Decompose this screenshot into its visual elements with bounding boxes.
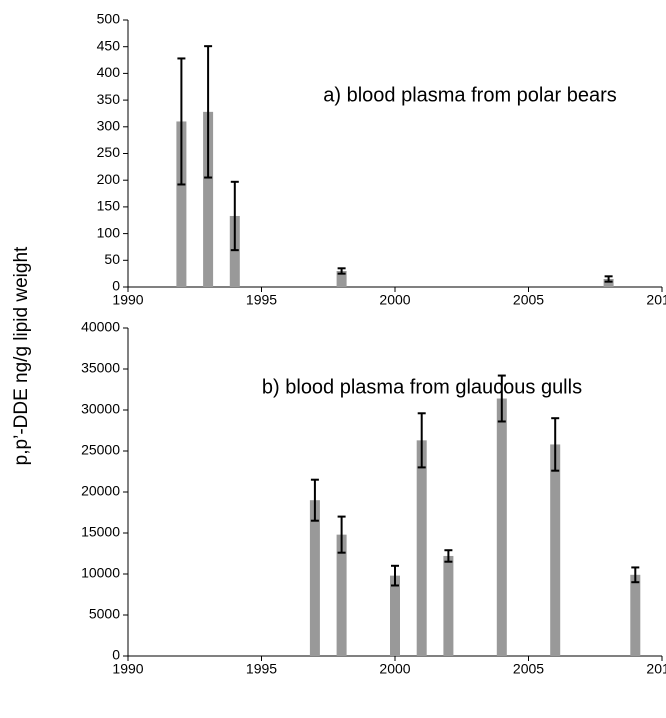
bar [443,555,454,656]
y-tick-label: 40000 [81,319,120,335]
bar [203,111,214,288]
error-bar [337,515,346,554]
bar [336,270,347,287]
y-tick-label: 500 [97,11,121,27]
x-tick-label: 2010 [646,292,666,308]
chart-title: b) blood plasma from glaucous gulls [262,376,582,398]
y-tick-label: 20000 [81,483,120,499]
x-tick-label: 1995 [246,292,277,308]
y-axis-label: p,p’-DDE ng/g lipid weight [11,246,32,465]
y-tick-label: 300 [97,118,121,134]
bar [496,398,507,656]
y-tick-label: 25000 [81,442,120,458]
bar [550,444,561,656]
x-tick-label: 2005 [513,292,544,308]
error-bar [551,417,560,472]
x-tick-label: 1995 [246,661,277,677]
error-bar [417,412,426,469]
error-bar [310,478,319,522]
x-tick-label: 2005 [513,661,544,677]
y-tick-label: 350 [97,91,121,107]
chart-title: a) blood plasma from polar bears [323,84,616,106]
x-tick-label: 1990 [112,292,143,308]
bar [336,534,347,656]
bar [630,574,641,656]
bar [603,278,614,287]
bar [229,215,240,287]
y-tick-label: 50 [104,251,120,267]
y-tick-label: 250 [97,144,121,160]
y-tick-label: 400 [97,64,121,80]
bar [390,575,400,656]
error-bar [391,564,399,587]
bar [176,121,187,288]
y-tick-label: 0 [112,647,120,663]
x-tick-label: 2000 [379,292,410,308]
error-bar [444,549,453,563]
y-tick-label: 450 [97,37,121,53]
y-tick-label: 150 [97,198,121,214]
y-tick-label: 15000 [81,524,120,540]
bar [309,500,320,656]
x-tick-label: 2010 [646,661,666,677]
error-bar [177,57,186,186]
y-tick-label: 200 [97,171,121,187]
y-tick-label: 10000 [81,565,120,581]
error-bar [337,267,346,275]
error-bar [604,275,613,283]
y-tick-label: 0 [112,278,120,294]
x-tick-label: 2000 [379,661,410,677]
y-tick-label: 30000 [81,401,120,417]
error-bar [497,374,506,423]
x-tick-label: 1990 [112,661,143,677]
error-bar [631,566,640,584]
y-tick-label: 100 [97,224,121,240]
y-tick-label: 5000 [89,606,120,622]
error-bar [230,180,239,252]
bar [416,440,427,656]
error-bar [204,45,213,179]
y-tick-label: 35000 [81,360,120,376]
